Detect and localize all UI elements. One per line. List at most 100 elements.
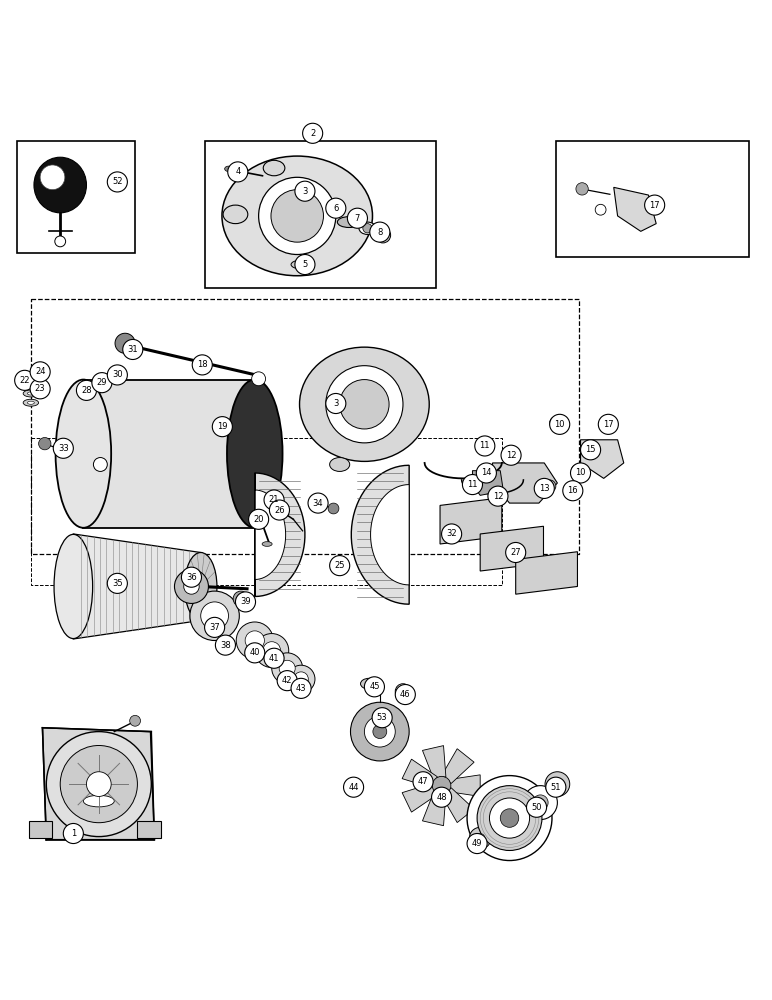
Text: 53: 53 [377,713,388,722]
Circle shape [372,708,392,728]
Ellipse shape [56,380,111,528]
Circle shape [46,732,151,837]
Ellipse shape [27,392,34,395]
Text: 12: 12 [493,492,503,501]
Circle shape [96,376,107,387]
Ellipse shape [359,222,376,234]
Text: 7: 7 [355,214,360,223]
Bar [17,141,135,253]
Bar [137,821,161,838]
Circle shape [271,190,323,242]
Polygon shape [73,534,201,639]
Circle shape [432,787,452,807]
Circle shape [181,567,201,587]
Circle shape [326,198,346,218]
Text: 12: 12 [506,451,516,460]
Circle shape [527,797,547,817]
Polygon shape [371,485,409,585]
Text: 26: 26 [274,506,285,515]
Text: 48: 48 [436,793,447,802]
Circle shape [249,509,269,529]
Ellipse shape [27,401,34,404]
Circle shape [39,437,51,450]
Polygon shape [449,775,480,796]
Circle shape [432,776,451,795]
Text: 22: 22 [19,376,30,385]
Circle shape [40,165,65,190]
Text: 41: 41 [269,654,279,663]
Text: 51: 51 [550,783,561,792]
Ellipse shape [23,381,39,388]
Polygon shape [472,471,503,495]
Text: 50: 50 [531,803,542,812]
Circle shape [123,339,143,359]
Polygon shape [581,440,624,478]
Polygon shape [42,728,154,840]
Text: 14: 14 [481,468,492,477]
Circle shape [467,776,552,861]
Circle shape [500,809,519,827]
Circle shape [534,478,554,498]
Circle shape [107,365,127,385]
Ellipse shape [27,383,34,386]
Text: 39: 39 [240,597,251,606]
Circle shape [347,208,367,228]
Circle shape [55,236,66,247]
Text: 10: 10 [575,468,586,477]
Circle shape [212,417,232,437]
Circle shape [363,224,372,233]
Circle shape [110,368,122,380]
Circle shape [477,786,542,850]
Circle shape [235,592,256,612]
Circle shape [581,440,601,460]
Circle shape [469,827,491,849]
Ellipse shape [225,166,232,172]
Circle shape [107,172,127,192]
Text: 1: 1 [71,829,76,838]
Circle shape [264,648,284,668]
Text: 40: 40 [249,648,260,657]
Ellipse shape [227,380,283,528]
Circle shape [308,493,328,513]
Circle shape [63,823,83,844]
Circle shape [467,834,487,854]
Polygon shape [422,746,446,779]
Circle shape [190,591,239,641]
Circle shape [598,414,618,434]
Text: 10: 10 [554,420,565,429]
Circle shape [523,786,557,820]
Text: 32: 32 [446,529,457,538]
Circle shape [506,542,526,563]
Polygon shape [402,759,437,788]
Circle shape [287,665,315,693]
Ellipse shape [34,157,86,213]
Circle shape [245,631,264,650]
Circle shape [295,255,315,275]
Circle shape [228,162,248,182]
Circle shape [201,602,229,630]
Circle shape [245,643,265,663]
Text: 27: 27 [510,548,521,557]
Circle shape [501,445,521,465]
Polygon shape [614,187,656,231]
Text: 3: 3 [303,187,307,196]
Circle shape [269,500,290,520]
Text: 11: 11 [467,480,478,489]
Circle shape [264,490,284,510]
Circle shape [303,123,323,143]
Text: 45: 45 [369,682,380,691]
Circle shape [272,653,303,684]
Ellipse shape [361,678,378,689]
Polygon shape [255,490,286,580]
Circle shape [279,660,295,676]
Text: 15: 15 [585,445,596,454]
Bar [29,821,52,838]
Circle shape [489,798,530,838]
Text: 28: 28 [81,386,92,395]
Circle shape [344,777,364,797]
Text: 36: 36 [186,573,197,582]
Ellipse shape [330,458,350,471]
Circle shape [328,503,339,514]
Circle shape [205,617,225,637]
Circle shape [550,414,570,434]
